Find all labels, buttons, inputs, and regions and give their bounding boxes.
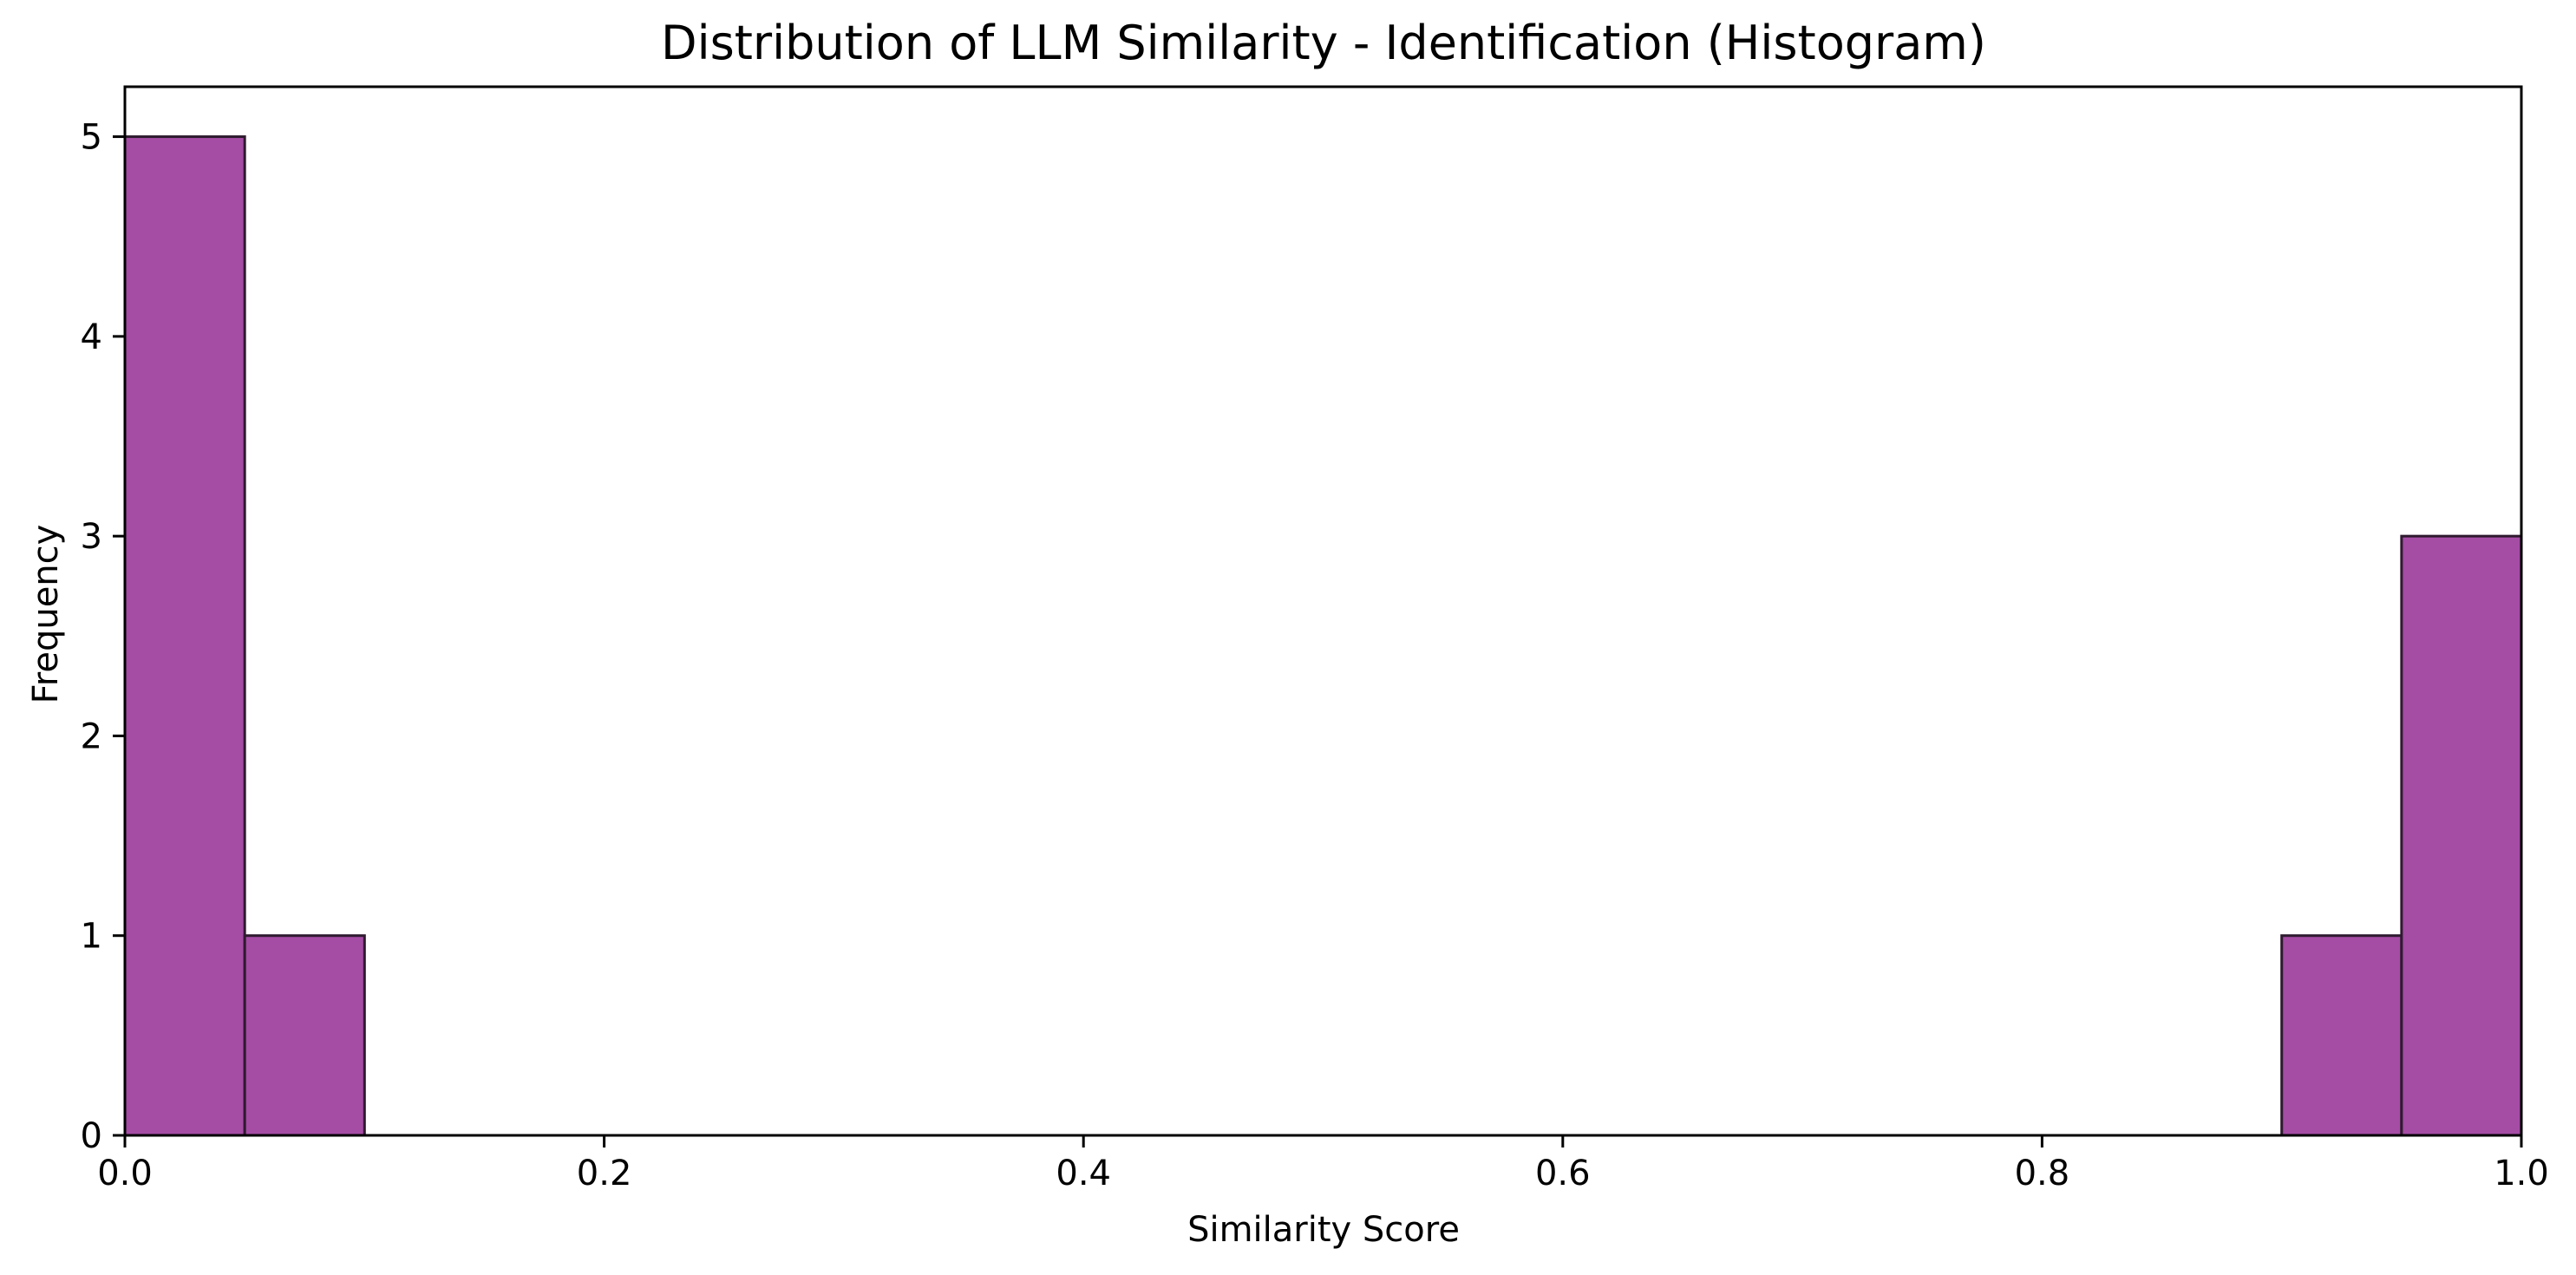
x-tick-label-3: 0.6 — [1535, 1154, 1591, 1193]
histogram-bar-1 — [243, 934, 366, 1137]
histogram-bars — [123, 135, 2523, 1137]
x-axis-label: Similarity Score — [1187, 1210, 1460, 1250]
x-tick-label-1: 0.2 — [577, 1154, 632, 1193]
y-tick-label-2: 2 — [81, 716, 102, 756]
histogram-bar-3 — [2400, 534, 2523, 1137]
y-axis-ticks: 0 1 2 3 4 5 — [81, 118, 125, 1156]
y-tick-label-1: 1 — [81, 917, 102, 957]
y-tick-label-0: 0 — [81, 1116, 102, 1156]
x-tick-label-5: 1.0 — [2494, 1154, 2549, 1193]
plot-frame — [123, 85, 2523, 1137]
x-axis-ticks: 0.0 0.2 0.4 0.6 0.8 1.0 — [97, 1135, 2549, 1193]
y-axis-label: Frequency — [26, 525, 66, 704]
histogram-bar-0 — [123, 135, 246, 1137]
chart-title: Distribution of LLM Similarity - Identif… — [661, 16, 1986, 70]
x-tick-label-2: 0.4 — [1056, 1154, 1111, 1193]
x-tick-label-0: 0.0 — [97, 1154, 153, 1193]
y-tick-label-3: 3 — [81, 517, 102, 557]
y-tick-label-5: 5 — [81, 118, 102, 158]
histogram-bar-2 — [2280, 934, 2403, 1137]
x-tick-label-4: 0.8 — [2015, 1154, 2070, 1193]
y-tick-label-4: 4 — [81, 317, 102, 357]
